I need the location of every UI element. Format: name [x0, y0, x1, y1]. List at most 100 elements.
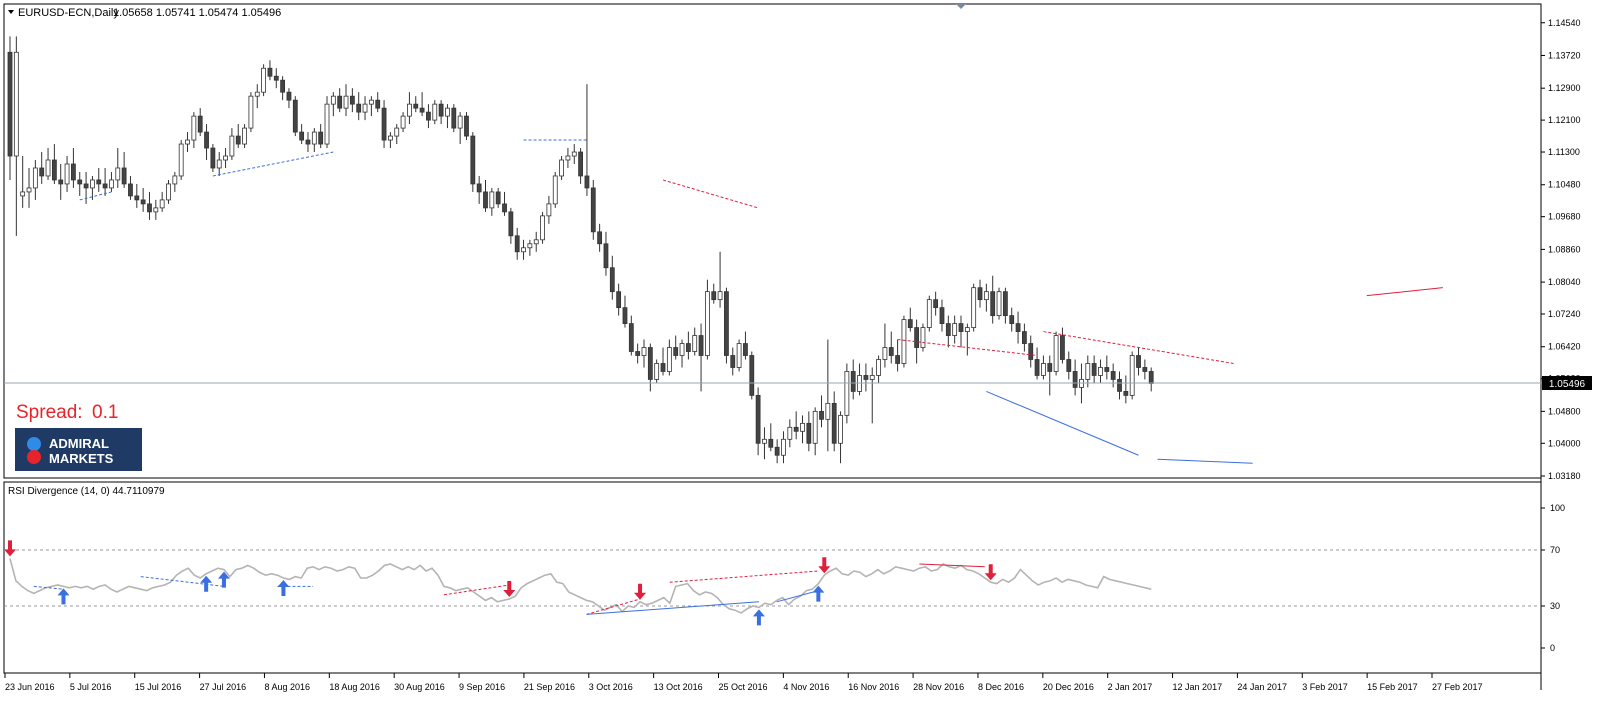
bull-candle: [362, 103, 368, 113]
bull-candle: [64, 163, 70, 185]
bear-candle: [470, 135, 476, 185]
price-tick-label: 1.12100: [1548, 115, 1581, 125]
bear-candle: [451, 107, 457, 129]
bull-candle: [45, 159, 51, 177]
bull-candle: [527, 243, 533, 249]
time-tick-label: 30 Aug 2016: [394, 682, 445, 692]
rsi-bullish-divergence-line: [776, 590, 819, 603]
bull-candle: [996, 291, 1002, 317]
rsi-bullish-divergence-line: [586, 601, 759, 615]
bear-candle: [622, 307, 628, 324]
bearish-arrow-icon: [818, 557, 831, 574]
bear-candle: [768, 438, 774, 448]
bull-candle: [812, 410, 818, 444]
bull-candle: [552, 175, 558, 205]
bear-candle: [464, 115, 469, 137]
bull-candle: [400, 115, 406, 129]
bear-candle: [1066, 359, 1072, 372]
bear-candle: [647, 347, 653, 380]
bear-candle: [381, 107, 387, 141]
bear-candle: [508, 211, 514, 237]
bear-candle: [1009, 315, 1015, 324]
time-tick-label: 9 Sep 2016: [459, 682, 505, 692]
time-tick-label: 27 Feb 2017: [1432, 682, 1483, 692]
rsi-bullish-divergence-line: [140, 576, 225, 587]
bull-candle: [26, 187, 32, 193]
bull-candle: [1129, 355, 1135, 396]
bull-candle: [762, 438, 767, 444]
bear-candle: [299, 131, 305, 141]
bear-candle: [907, 319, 913, 328]
bear-candle: [1034, 359, 1040, 376]
bull-candle: [1041, 363, 1046, 376]
bull-candle: [641, 347, 647, 356]
price-tick-label: 1.12900: [1548, 83, 1581, 93]
bear-candle: [375, 99, 381, 109]
time-tick-label: 20 Dec 2016: [1043, 682, 1094, 692]
price-tick-label: 1.13720: [1548, 50, 1581, 60]
bear-candle: [774, 446, 780, 456]
price-tick-label: 1.11300: [1548, 147, 1580, 157]
bear-candle: [1123, 391, 1129, 396]
bull-candle: [324, 103, 330, 145]
bear-candle: [204, 131, 209, 149]
bear-candle: [743, 343, 748, 356]
bear-candle: [698, 335, 704, 356]
bear-candle: [71, 163, 76, 181]
bull-candle: [546, 203, 552, 217]
time-tick-label: 21 Sep 2016: [524, 682, 575, 692]
time-axis: 23 Jun 2016 5 Jul 2016 15 Jul 2016 27 Jul 2…: [4, 673, 1483, 692]
bearish-arrow-icon: [4, 540, 16, 557]
bear-candle: [578, 151, 583, 177]
bull-candle: [736, 343, 742, 368]
time-tick-label: 15 Feb 2017: [1367, 682, 1418, 692]
bearish-arrow-icon: [503, 581, 516, 597]
bear-candle: [977, 287, 983, 301]
bull-candle: [115, 167, 121, 181]
bear-candle: [337, 95, 343, 109]
bear-candle: [673, 347, 679, 356]
bear-candle: [1015, 323, 1021, 332]
bull-candle: [926, 299, 932, 328]
bear-candle: [83, 183, 89, 189]
time-tick-label: 3 Feb 2017: [1302, 682, 1348, 692]
bull-candle: [717, 291, 723, 301]
bear-candle: [597, 231, 603, 245]
bull-candle: [343, 95, 349, 109]
bear-candle: [850, 371, 856, 392]
bull-candle: [540, 215, 545, 241]
bull-candle: [787, 426, 793, 440]
bullish-arrow-icon: [217, 571, 230, 588]
price-tick-label: 1.10480: [1548, 180, 1581, 190]
bear-candle: [724, 291, 729, 356]
bear-candle: [1002, 291, 1008, 317]
bull-candle: [242, 127, 247, 145]
time-tick-label: 2 Jan 2017: [1108, 682, 1153, 692]
time-tick-label: 28 Nov 2016: [913, 682, 964, 692]
price-tick-label: 1.14540: [1548, 18, 1581, 28]
time-tick-label: 23 Jun 2016: [5, 682, 55, 692]
bull-candle: [666, 347, 672, 372]
bull-candle: [407, 103, 412, 117]
spread-value: 0.1: [92, 402, 118, 423]
shift-marker-icon[interactable]: [956, 4, 966, 9]
bull-candle: [705, 291, 710, 356]
time-tick-label: 4 Nov 2016: [783, 682, 829, 692]
bull-candle: [838, 414, 843, 444]
rsi-tick-label: 30: [1550, 601, 1560, 611]
bear-candle: [660, 363, 666, 372]
bear-candle: [273, 75, 279, 81]
chart-menu-icon[interactable]: [8, 10, 14, 14]
bear-candle: [609, 267, 615, 293]
bear-candle: [502, 203, 507, 213]
bullish-divergence-line: [212, 151, 334, 177]
bear-candle: [51, 159, 57, 181]
bear-candle: [1104, 367, 1110, 372]
bear-candle: [1047, 363, 1053, 372]
bear-candle: [96, 179, 102, 185]
bear-candle: [305, 139, 311, 145]
bull-candle: [571, 151, 577, 157]
bull-candle: [1053, 335, 1059, 372]
candles-layer: [7, 36, 1154, 464]
